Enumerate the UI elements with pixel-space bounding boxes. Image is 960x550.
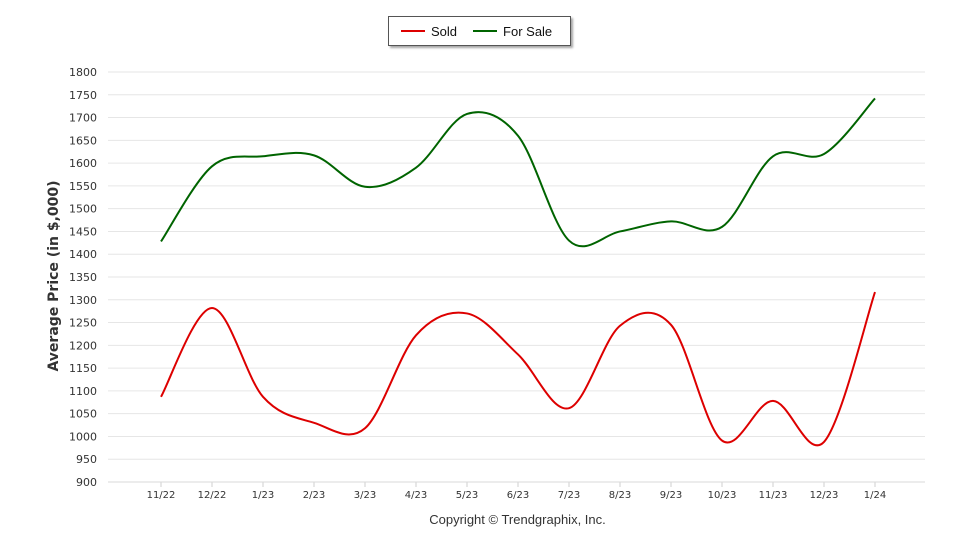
data-point-sold[interactable] — [567, 406, 571, 410]
legend-swatch-for-sale — [473, 30, 498, 32]
y-tick-label: 1450 — [69, 225, 97, 238]
y-tick-label: 1050 — [69, 408, 97, 421]
y-tick-label: 1350 — [69, 271, 97, 284]
series-line-for-sale — [160, 97, 876, 248]
data-point-sold[interactable] — [771, 399, 775, 403]
data-point-sold[interactable] — [822, 440, 826, 444]
x-tick-label: 1/23 — [252, 490, 274, 501]
y-tick-label: 1700 — [69, 112, 97, 125]
legend-item-for-sale[interactable]: For Sale — [473, 24, 552, 39]
series-lines — [159, 96, 877, 447]
data-point-for-sale[interactable] — [873, 96, 877, 100]
data-point-sold[interactable] — [720, 439, 724, 443]
data-point-sold[interactable] — [210, 306, 214, 310]
y-tick-label: 1400 — [69, 248, 97, 261]
y-tick-label: 1250 — [69, 317, 97, 330]
y-tick-label: 900 — [76, 476, 97, 489]
x-tick-label: 10/23 — [708, 490, 737, 501]
y-tick-label: 1300 — [69, 294, 97, 307]
data-point-for-sale[interactable] — [567, 239, 571, 243]
y-tick-label: 1200 — [69, 339, 97, 352]
x-tick-label: 6/23 — [507, 490, 529, 501]
legend: Sold For Sale — [388, 16, 571, 46]
x-tick-label: 9/23 — [660, 490, 682, 501]
data-point-sold[interactable] — [312, 421, 316, 425]
x-tick-label: 12/22 — [198, 490, 227, 501]
y-tick-label: 1600 — [69, 157, 97, 170]
data-point-for-sale[interactable] — [720, 225, 724, 229]
legend-label-for-sale: For Sale — [503, 23, 553, 39]
x-tick-label: 4/23 — [405, 490, 427, 501]
data-point-sold[interactable] — [414, 333, 418, 337]
x-tick-label: 12/23 — [810, 490, 839, 501]
data-point-sold[interactable] — [465, 311, 469, 315]
gridlines — [108, 71, 925, 460]
data-point-for-sale[interactable] — [516, 134, 520, 138]
data-point-for-sale[interactable] — [261, 154, 265, 158]
data-point-sold[interactable] — [159, 395, 163, 399]
y-tick-label: 1750 — [69, 89, 97, 102]
data-point-for-sale[interactable] — [618, 229, 622, 233]
x-tick-label: 11/23 — [759, 490, 788, 501]
data-point-for-sale[interactable] — [159, 239, 163, 243]
y-tick-labels: 900 950 1000 1050 1100 1150 1200 1250 1300 1350 14… — [69, 66, 97, 489]
x-tick-label: 1/24 — [864, 490, 886, 501]
y-tick-label: 1100 — [69, 385, 97, 398]
data-point-sold[interactable] — [261, 395, 265, 399]
data-point-for-sale[interactable] — [822, 152, 826, 156]
legend-swatch-sold — [401, 30, 425, 32]
x-tick-labels: 11/22 12/22 1/23 2/23 3/23 4/23 5/23 6/23 7/23 8/… — [147, 482, 886, 501]
data-point-for-sale[interactable] — [414, 166, 418, 170]
data-point-for-sale[interactable] — [669, 219, 673, 223]
data-point-for-sale[interactable] — [465, 112, 469, 116]
data-point-for-sale[interactable] — [210, 164, 214, 168]
series-line-sold — [160, 291, 876, 447]
y-tick-label: 1800 — [69, 66, 97, 79]
y-tick-label: 950 — [76, 453, 97, 466]
legend-label-sold: Sold — [431, 23, 458, 39]
y-axis-title: Average Price (in $,000) — [46, 180, 62, 371]
x-tick-label: 11/22 — [147, 490, 176, 501]
data-point-sold[interactable] — [516, 352, 520, 356]
x-tick-label: 7/23 — [558, 490, 580, 501]
data-point-sold[interactable] — [618, 324, 622, 328]
data-point-sold[interactable] — [669, 323, 673, 327]
legend-item-sold[interactable]: Sold — [401, 24, 457, 39]
y-tick-label: 1550 — [69, 180, 97, 193]
y-tick-label: 1150 — [69, 362, 97, 375]
y-tick-label: 1000 — [69, 430, 97, 443]
data-point-sold[interactable] — [363, 426, 367, 430]
data-point-for-sale[interactable] — [312, 153, 316, 157]
data-point-for-sale[interactable] — [771, 154, 775, 158]
y-tick-label: 1500 — [69, 203, 97, 216]
x-tick-label: 3/23 — [354, 490, 376, 501]
data-point-for-sale[interactable] — [363, 185, 367, 189]
data-point-sold[interactable] — [873, 290, 877, 294]
copyright-text: Copyright © Trendgraphix, Inc. — [429, 512, 606, 527]
x-tick-label: 5/23 — [456, 490, 478, 501]
x-tick-label: 2/23 — [303, 490, 325, 501]
x-tick-label: 8/23 — [609, 490, 631, 501]
y-tick-label: 1650 — [69, 134, 97, 147]
